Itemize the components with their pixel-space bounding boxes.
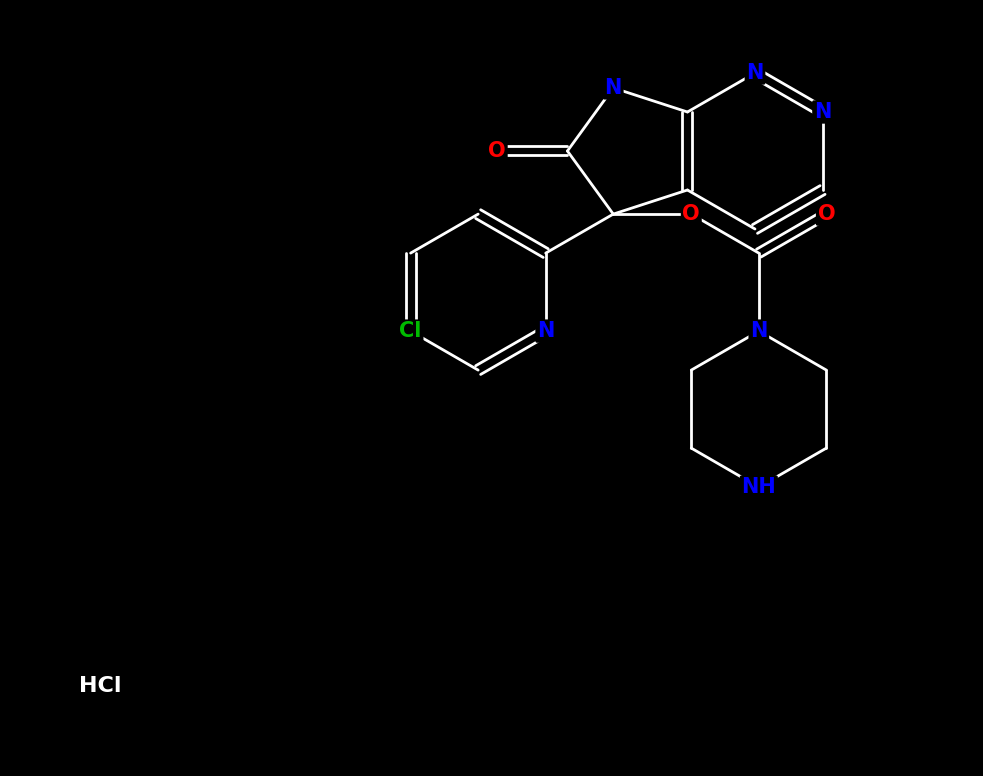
Text: O: O [818, 204, 836, 224]
Text: N: N [814, 102, 832, 122]
Text: O: O [682, 204, 700, 224]
Text: NH: NH [741, 477, 777, 497]
Text: N: N [605, 78, 622, 98]
Text: N: N [537, 321, 554, 341]
Text: O: O [489, 141, 506, 161]
Text: HCl: HCl [79, 676, 121, 696]
Text: N: N [746, 63, 764, 83]
Text: Cl: Cl [399, 321, 422, 341]
Text: N: N [750, 321, 768, 341]
